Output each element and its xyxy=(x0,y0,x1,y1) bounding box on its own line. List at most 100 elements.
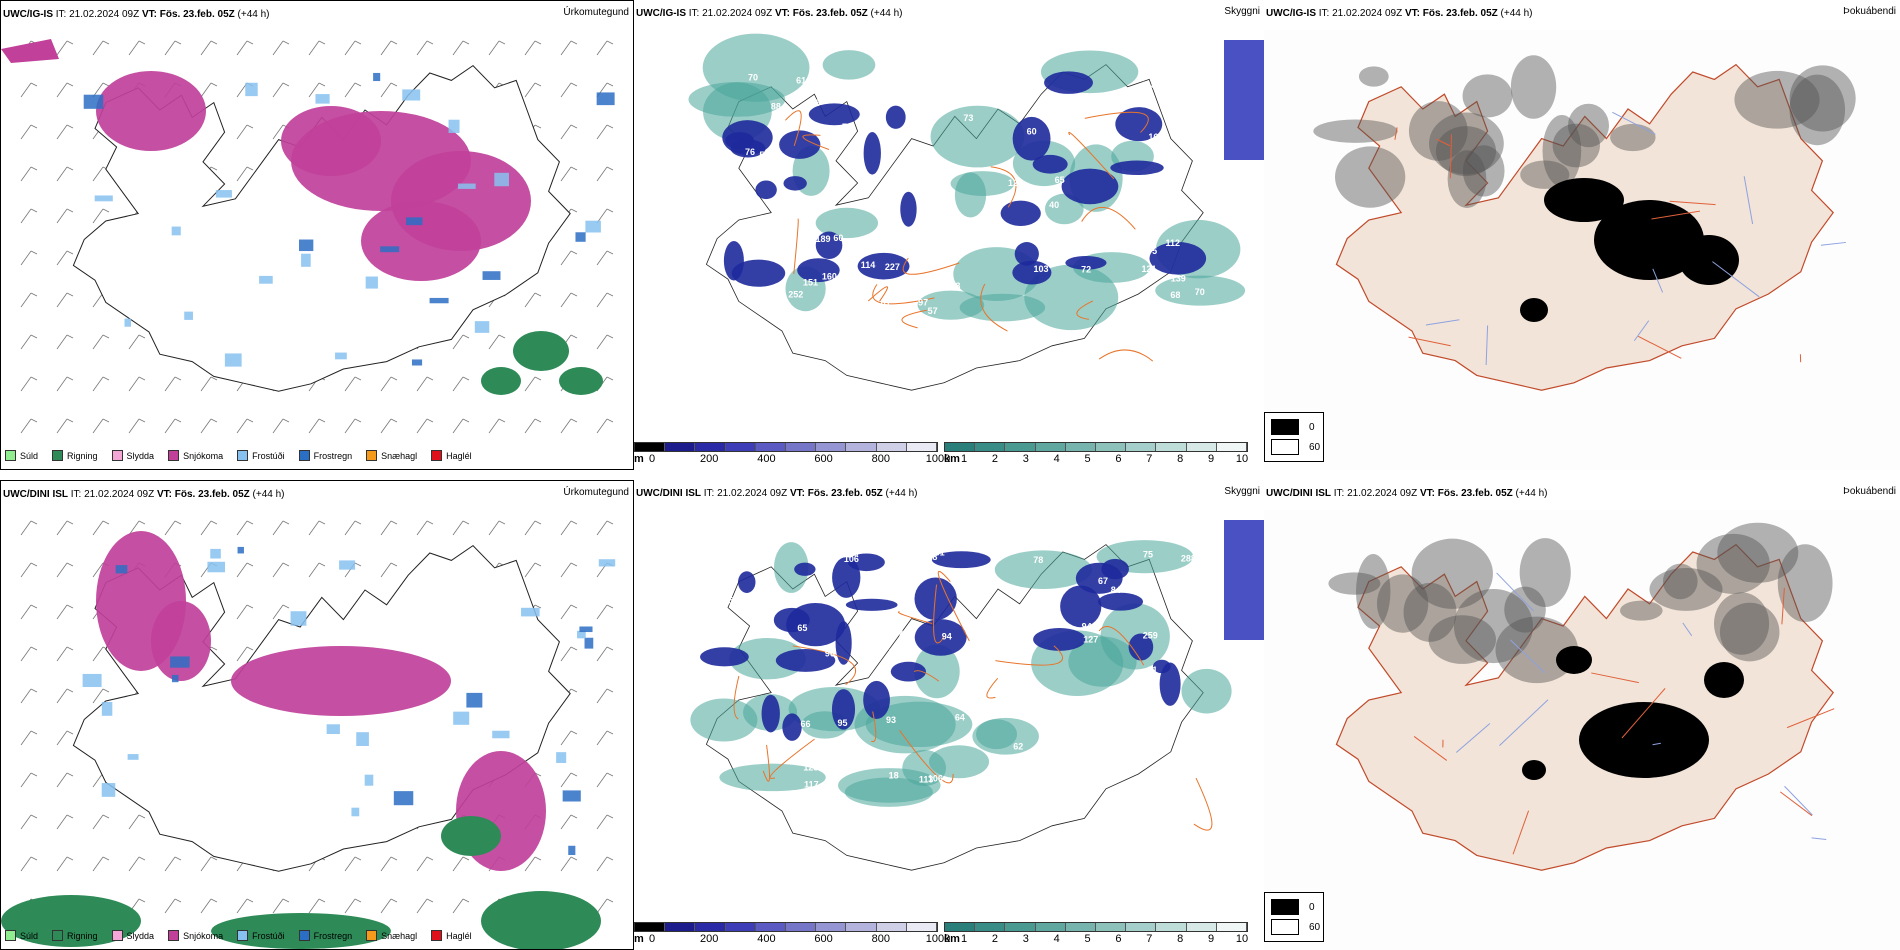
height-value-label: 113 xyxy=(919,775,934,785)
height-value-label: 121 xyxy=(1142,264,1157,274)
panel-header: UWC/IG-IS IT: 21.02.2024 09Z VT: Fös. 23… xyxy=(3,9,270,20)
height-value-label: 60 xyxy=(1027,126,1037,136)
height-value-label: 76 xyxy=(745,147,755,157)
fog-map xyxy=(1264,510,1900,950)
legend-swatch xyxy=(5,450,16,461)
legend-item: Frostregn xyxy=(298,930,352,941)
height-value-label: 252 xyxy=(788,289,803,299)
height-value-label: 127 xyxy=(1132,718,1147,728)
height-value-label: 53 xyxy=(728,595,738,605)
scale-tick: 1 xyxy=(960,453,968,465)
height-value-label: 9 xyxy=(751,217,756,227)
height-value-label: 160 xyxy=(822,272,837,282)
height-value-label: 40 xyxy=(1049,200,1059,210)
scale-tick: 1 xyxy=(960,933,968,945)
height-value-label: 173 xyxy=(1203,717,1218,727)
height-value-label: 120 xyxy=(861,574,876,584)
height-value-label: 88 xyxy=(950,281,960,291)
height-value-label: 118 xyxy=(923,552,938,562)
height-value-label: 119 xyxy=(1097,736,1112,746)
height-value-label: 61 xyxy=(881,298,891,308)
height-value-label: 88 xyxy=(1073,107,1083,117)
legend-swatch xyxy=(52,450,64,461)
legend-item: Slydda xyxy=(111,930,154,941)
height-value-label: 246 xyxy=(1192,170,1207,180)
height-value-label: 65 xyxy=(797,623,807,633)
precip-type-panel: UWC/IG-IS IT: 21.02.2024 09Z VT: Fös. 23… xyxy=(0,0,634,470)
scale-tick: 800 xyxy=(871,453,890,465)
height-value-label: 106 xyxy=(928,773,943,783)
legend-label: Haglél xyxy=(446,450,472,461)
legend-label: Snjókoma xyxy=(183,930,224,941)
legend-label: Frostregn xyxy=(313,450,353,461)
legend-swatch xyxy=(431,450,443,461)
height-value-label: 76 xyxy=(1160,207,1170,217)
height-value-label: 114 xyxy=(861,260,876,270)
height-value-label: 160 xyxy=(1195,142,1210,152)
height-value-label: 166 xyxy=(1148,132,1163,142)
height-value-label: 123 xyxy=(803,763,818,773)
legend-swatch xyxy=(366,450,378,461)
scale-tick: 600 xyxy=(814,453,833,465)
legend-label: Rigning xyxy=(67,450,98,461)
panel-title: Úrkomutegund xyxy=(563,7,629,18)
panel-title: Úrkomutegund xyxy=(563,487,629,498)
precip-map xyxy=(1,520,616,949)
panel-title: Þokuábendi xyxy=(1843,486,1896,497)
height-value-label: 68 xyxy=(1170,290,1180,300)
height-value-label: 54 xyxy=(759,150,769,160)
height-value-label: 90 xyxy=(1142,782,1152,792)
height-value-label: 81 xyxy=(935,547,945,557)
fog-map xyxy=(1264,30,1900,470)
height-value-label: 76 xyxy=(842,122,852,132)
scale-tick: 9 xyxy=(1208,933,1215,945)
height-value-label: 65 xyxy=(810,98,820,108)
height-value-label: 83 xyxy=(965,600,975,610)
height-value-label: 10 xyxy=(885,185,895,195)
legend-item: Haglél xyxy=(431,450,472,461)
scale-tick: 600 xyxy=(814,933,833,945)
height-value-label: 123 xyxy=(1008,178,1023,188)
height-value-label: 189 xyxy=(815,234,830,244)
height-value-label: 110 xyxy=(1154,723,1169,733)
height-value-label: 61 xyxy=(796,76,806,86)
scale-tick: 0 xyxy=(648,453,656,465)
scale-tick: 8 xyxy=(1177,933,1184,945)
height-value-label: 96 xyxy=(825,648,835,658)
height-value-label: 84 xyxy=(1111,585,1121,595)
scale-tick: 1000 xyxy=(925,453,951,465)
legend-label: Frostúði xyxy=(252,930,285,941)
height-value-label: 123 xyxy=(1189,612,1204,622)
height-value-label: 62 xyxy=(1013,741,1023,751)
scale-tick: 4 xyxy=(1053,933,1060,945)
panel-header: UWC/DINI ISL IT: 21.02.2024 09Z VT: Fös.… xyxy=(1266,488,1548,499)
height-value-label: 227 xyxy=(885,262,900,272)
legend-item: Frostúði xyxy=(237,930,285,941)
legend-swatch xyxy=(168,450,180,461)
legend-item: Snæhagl xyxy=(366,930,417,941)
scale-tick: 200 xyxy=(700,933,719,945)
height-value-label: 151 xyxy=(803,278,818,288)
precip-map xyxy=(1,39,615,434)
precip-type-panel: UWC/DINI ISL IT: 21.02.2024 09Z VT: Fös.… xyxy=(0,480,634,950)
legend-label: Súld xyxy=(20,930,39,941)
scale-tick: 5 xyxy=(1084,453,1091,465)
legend-item: Rigning xyxy=(52,930,98,941)
legend-item: Snjókoma xyxy=(168,450,223,461)
height-value-label: 78 xyxy=(1033,555,1043,565)
panel-header: UWC/DINI ISL IT: 21.02.2024 09Z VT: Fös.… xyxy=(3,489,285,500)
legend-label: Slydda xyxy=(126,450,155,461)
height-value-label: 139 xyxy=(1171,273,1186,283)
height-value-label: 106 xyxy=(844,554,859,564)
legend-label: Súld xyxy=(20,450,39,461)
panel-header: UWC/DINI ISL IT: 21.02.2024 09Z VT: Fös.… xyxy=(636,488,918,499)
scale-tick: 8 xyxy=(1177,453,1184,465)
height-value-label: 70 xyxy=(898,629,908,639)
precip-legend: Súld Rigning Slydda Snjókoma Frostúði Frostre… xyxy=(5,930,472,941)
scale-tick: 4 xyxy=(1053,453,1060,465)
scale-tick: 200 xyxy=(700,453,719,465)
scale-tick: 3 xyxy=(1022,453,1029,465)
height-value-label: 97 xyxy=(918,297,928,307)
height-value-label: 139 xyxy=(1105,771,1120,781)
